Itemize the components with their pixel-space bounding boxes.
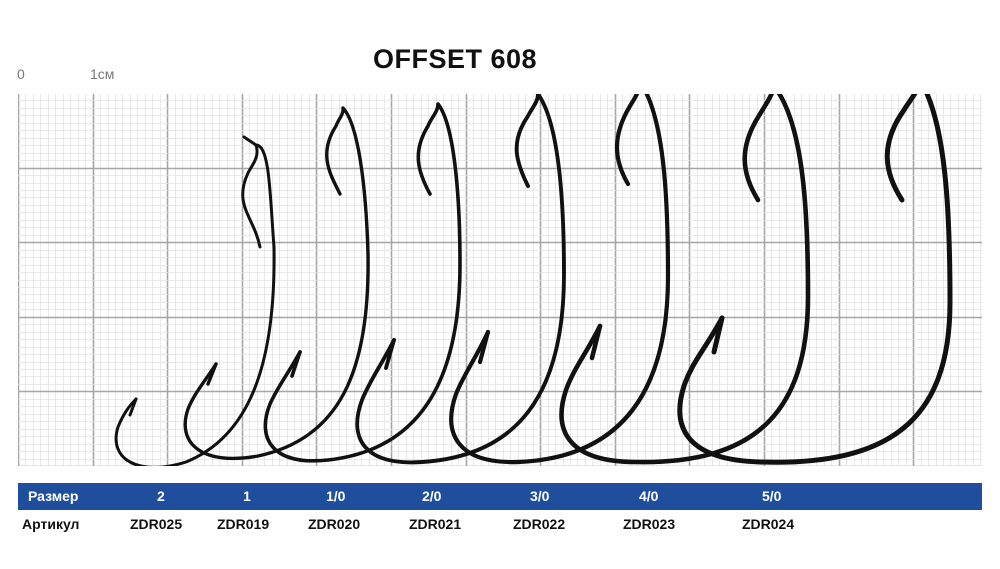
diagram-title: OFFSET 608 [372, 44, 538, 74]
article-zdr021: ZDR021 [409, 516, 462, 532]
size-label: Размер [28, 488, 79, 504]
scale-one-cm-label: 1см [90, 66, 115, 82]
article-row: Артикул ZDR025 ZDR019 ZDR020 ZDR021 ZDR0… [18, 512, 982, 536]
size-4-0: 4/0 [639, 488, 659, 504]
article-zdr023: ZDR023 [623, 516, 676, 532]
size-1: 1 [243, 488, 251, 504]
hook-size-1-0 [263, 102, 462, 463]
article-zdr025: ZDR025 [130, 516, 183, 532]
hook-size-5-0 [677, 94, 953, 465]
hook-size-2 [114, 135, 276, 466]
article-zdr022: ZDR022 [513, 516, 566, 532]
grid-lines [18, 94, 982, 466]
size-2: 2 [157, 488, 165, 504]
article-zdr020: ZDR020 [308, 516, 361, 532]
scale-zero-label: 0 [17, 66, 25, 82]
article-label: Артикул [22, 516, 80, 532]
hooks-illustration [114, 94, 953, 466]
hook-size-1 [183, 106, 370, 461]
hook-size-2-0 [355, 94, 566, 465]
millimeter-grid [18, 94, 982, 466]
size-3-0: 3/0 [530, 488, 550, 504]
hook-size-4-0 [559, 94, 811, 465]
size-1-0: 1/0 [326, 488, 346, 504]
size-5-0: 5/0 [762, 488, 782, 504]
size-header-bar: Размер 2 1 1/0 2/0 3/0 4/0 5/0 [18, 483, 982, 510]
article-zdr024: ZDR024 [742, 516, 795, 532]
size-2-0: 2/0 [422, 488, 442, 504]
hook-size-3-0 [449, 94, 671, 465]
article-zdr019: ZDR019 [217, 516, 270, 532]
